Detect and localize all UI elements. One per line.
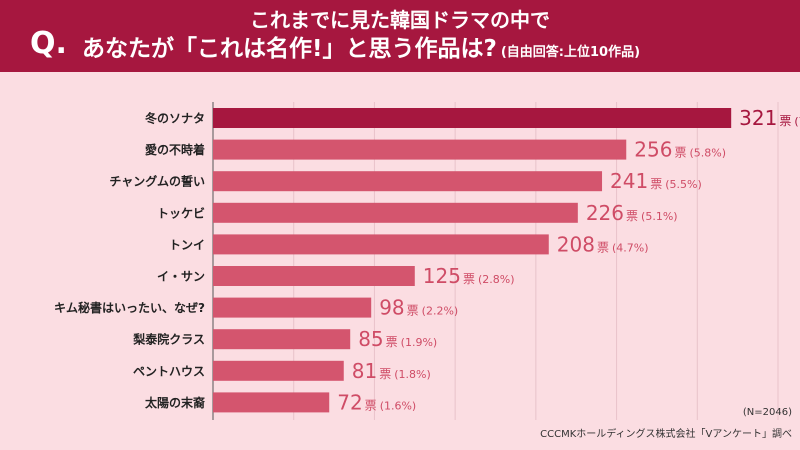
bar — [213, 266, 415, 286]
category-label: トンイ — [169, 238, 205, 252]
category-label: 太陽の末裔 — [145, 395, 205, 410]
category-label: チャングムの誓い — [109, 174, 205, 189]
bar — [213, 171, 603, 192]
value-label: 125 票 (2.8%) — [423, 264, 515, 288]
bar — [213, 234, 549, 255]
value-label: 72 票 (1.6%) — [337, 390, 416, 414]
source-credit: CCCMKホールディングス株式会社「Vアンケート」調べ — [540, 429, 792, 440]
bar — [213, 297, 372, 318]
question-line-1: これまでに見た韓国ドラマの中で — [250, 8, 550, 32]
value-label: 208 票 (4.7%) — [557, 232, 649, 256]
value-label: 256 票 (5.8%) — [634, 138, 726, 162]
bar — [213, 202, 578, 223]
bar — [213, 139, 627, 160]
bar — [213, 392, 330, 413]
value-label: 241 票 (5.5%) — [610, 169, 702, 193]
question-text: あなたが「これは名作!」と思う作品は? — [82, 36, 497, 62]
category-label: トッケビ — [157, 205, 205, 220]
value-label: 226 票 (5.1%) — [586, 201, 678, 225]
category-label: 梨泰院クラス — [132, 332, 205, 347]
question-note: (自由回答:上位10作品) — [500, 45, 641, 60]
value-label: 85 票 (1.9%) — [358, 327, 437, 351]
value-label: 81 票 (1.8%) — [352, 359, 431, 383]
category-label: 愛の不時着 — [145, 142, 205, 157]
bar — [213, 360, 344, 381]
category-label: ペントハウス — [133, 364, 205, 378]
bar — [213, 108, 732, 128]
sample-size: (N=2046) — [742, 407, 792, 418]
category-label: イ・サン — [157, 270, 205, 284]
category-label: キム秘書はいったい、なぜ? — [54, 300, 205, 315]
question-line-2: あなたが「これは名作!」と思う作品は? (自由回答:上位10作品) — [82, 33, 782, 69]
question-mark: Q. — [30, 26, 67, 61]
bar — [213, 329, 351, 350]
category-label: 冬のソナタ — [145, 111, 205, 126]
question-header: Q. これまでに見た韓国ドラマの中で あなたが「これは名作!」と思う作品は? (自… — [0, 0, 800, 72]
value-label: 98 票 (2.2%) — [379, 296, 458, 320]
